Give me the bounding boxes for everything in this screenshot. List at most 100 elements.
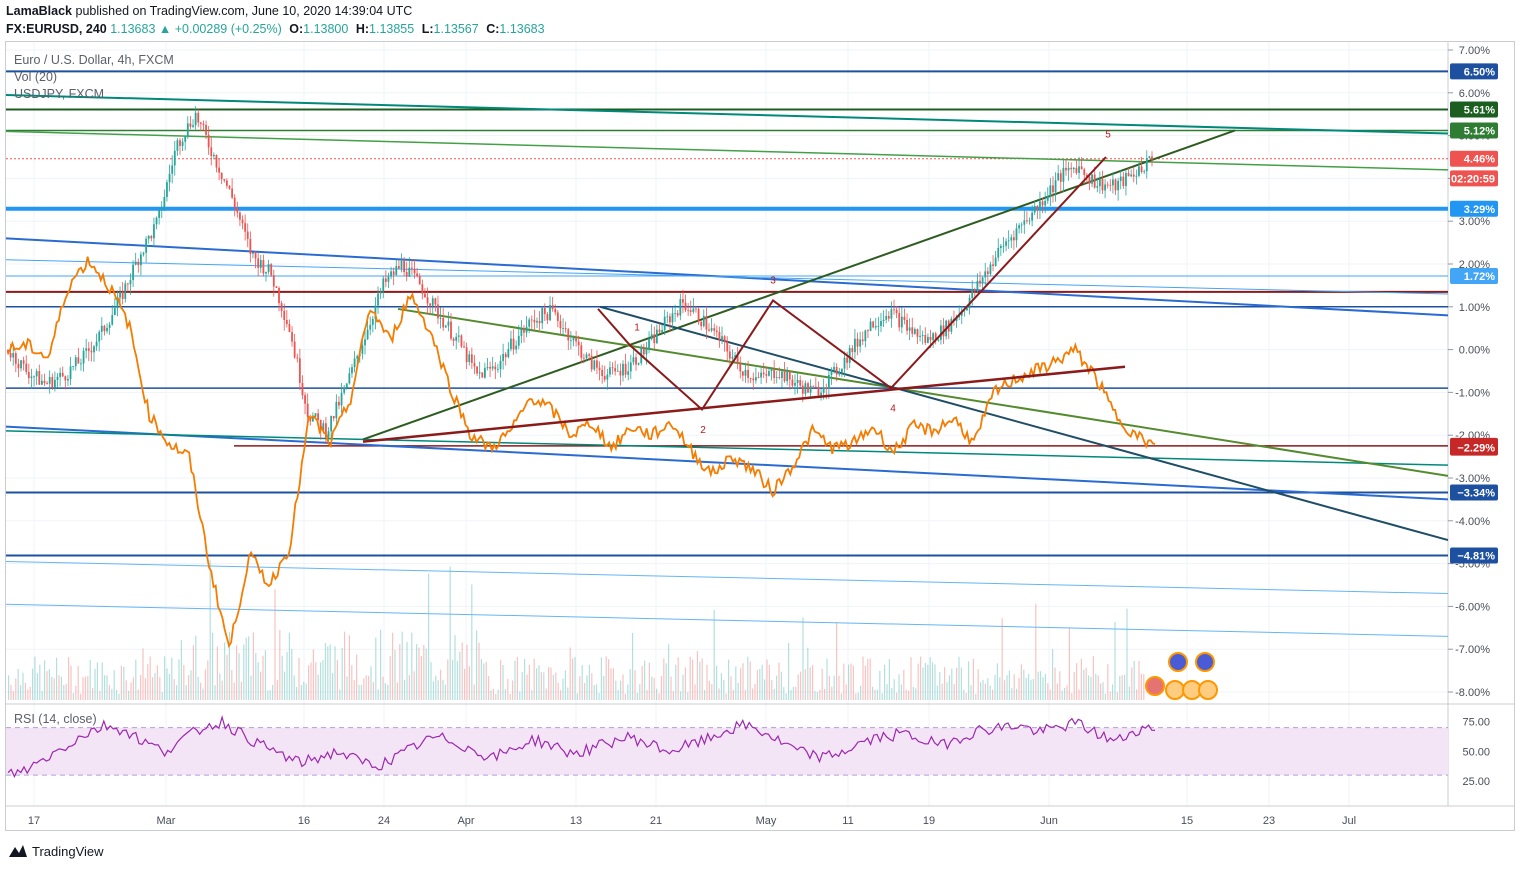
volume-bar <box>300 684 302 700</box>
candle-body <box>926 337 929 343</box>
candle-body <box>569 340 572 342</box>
candle-body <box>103 325 106 332</box>
volume-bar <box>564 670 566 700</box>
candle-body <box>778 377 781 379</box>
candle-body <box>405 272 408 277</box>
candle-body <box>666 316 669 318</box>
volume-bar <box>771 680 773 700</box>
trend-lines[interactable] <box>5 93 1449 637</box>
volume-bar <box>773 688 775 700</box>
author-name[interactable]: LamaBlack <box>6 4 73 18</box>
candle-body <box>890 309 893 319</box>
volume-bar <box>416 644 418 700</box>
candle-body <box>606 374 609 380</box>
volume-bar <box>836 622 838 700</box>
volume-bar <box>963 689 965 700</box>
volume-bar <box>466 644 468 700</box>
volume-bar <box>382 676 384 700</box>
volume-bar <box>34 656 36 700</box>
wave-pattern[interactable]: 1 2 3 4 5 <box>362 130 1126 443</box>
candle-body <box>202 123 205 125</box>
volume-bar <box>60 676 62 700</box>
candle-body <box>705 315 708 330</box>
legend-rsi[interactable]: RSI (14, close) <box>14 712 97 726</box>
volume-bar <box>365 675 367 700</box>
candle-body <box>1130 174 1133 177</box>
candle-body <box>572 337 575 341</box>
volume-bar <box>492 688 494 700</box>
price-axis[interactable]: 7.00%6.00%5.00%4.00%3.00%2.00%1.00%0.00%… <box>1448 45 1490 699</box>
candle-body <box>494 366 497 370</box>
volume-bar <box>603 675 605 700</box>
volume-bar <box>819 689 821 700</box>
candle-body <box>38 371 41 385</box>
volume-bar <box>176 685 178 700</box>
volume-bar <box>831 686 833 700</box>
volume-bar <box>272 685 274 700</box>
candle-body <box>106 327 108 332</box>
volume-bar <box>1143 673 1145 700</box>
volume-bar <box>521 671 523 700</box>
volume-bar <box>675 664 677 700</box>
candle-body <box>343 387 346 393</box>
x-tick-label: 19 <box>923 815 935 827</box>
volume-bar <box>96 662 98 700</box>
volume-bar <box>1006 675 1008 700</box>
candle-body <box>577 341 580 346</box>
volume-bar <box>113 670 115 700</box>
y-tick-label: -7.00% <box>1455 644 1490 656</box>
volume-bar <box>874 689 876 700</box>
volume-bar <box>720 673 722 700</box>
price-badge-label: 1.72% <box>1464 271 1495 283</box>
volume-bar <box>869 658 871 700</box>
volume-bar <box>1004 680 1006 700</box>
volume-bar <box>15 678 17 700</box>
candle-body <box>121 291 124 299</box>
volume-bar <box>392 632 394 700</box>
open-value: 1.13800 <box>303 22 349 36</box>
candle-body <box>17 363 20 369</box>
candle-body <box>296 357 299 359</box>
volume-bar <box>1054 667 1056 700</box>
volume-bar <box>1025 678 1027 700</box>
candle-body <box>1109 184 1112 186</box>
price-badge-label: 5.61% <box>1464 104 1495 116</box>
volume-bar <box>476 630 478 700</box>
volume-bar <box>1059 671 1061 700</box>
volume-bar <box>939 671 941 700</box>
volume-bar <box>598 692 600 700</box>
candle-body <box>116 297 119 309</box>
volume-bar <box>519 691 521 700</box>
candle-body <box>80 363 82 365</box>
legend-volume[interactable]: Vol (20) <box>14 70 58 84</box>
volume-bar <box>1124 674 1126 700</box>
volume-bar <box>440 669 442 700</box>
candle-body <box>1083 169 1086 175</box>
candle-body <box>1049 185 1052 197</box>
volume-bar <box>533 658 535 700</box>
legend-compare[interactable]: USDJPY, FXCM <box>14 87 105 101</box>
volume-bar <box>1061 690 1063 700</box>
price-badge <box>1450 63 1498 80</box>
candle-body <box>536 320 538 323</box>
legend-main[interactable]: Euro / U.S. Dollar, 4h, FXCM <box>14 53 174 67</box>
candle-body <box>270 264 273 276</box>
candle-body <box>799 380 802 386</box>
event-icons[interactable] <box>1145 652 1218 700</box>
volume-bar <box>956 667 958 700</box>
candle-body <box>682 299 684 303</box>
candle-body <box>33 376 35 378</box>
price-badge <box>1450 439 1498 456</box>
tradingview-footer[interactable]: TradingView <box>8 843 104 859</box>
candle-body <box>882 319 885 322</box>
volume-bar <box>276 680 278 700</box>
candle-body <box>760 372 763 378</box>
volume-bar <box>334 646 336 700</box>
last-price: 1.13683 <box>110 22 156 36</box>
time-axis[interactable]: 17 Mar 16 24 Apr 13 21 May 11 19 Jun 15 23 Jul <box>28 815 1356 827</box>
horizontal-levels[interactable] <box>6 70 1448 557</box>
candle-body <box>981 277 984 284</box>
wave-label-3: 3 <box>770 275 776 286</box>
candle-body <box>614 368 617 372</box>
